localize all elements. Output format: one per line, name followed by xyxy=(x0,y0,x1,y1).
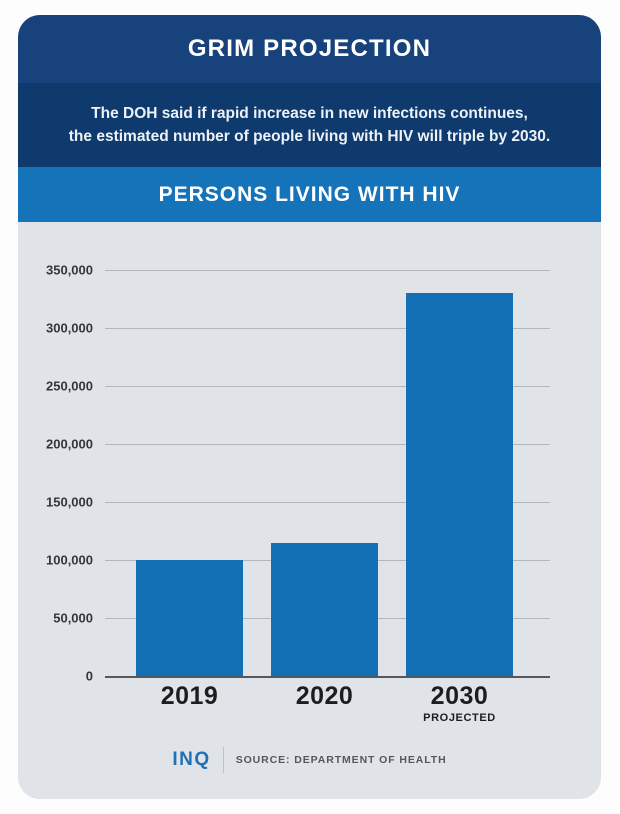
y-tick-label: 150,000 xyxy=(46,494,93,510)
bar-chart-plot: 0 50,000 100,000 150,000 200,000 250,000 300,0… xyxy=(46,263,550,724)
x-tick-year-label: 2019 xyxy=(160,682,219,710)
x-tick-sublabel: PROJECTED xyxy=(423,712,496,724)
y-tick-label: 100,000 xyxy=(46,552,93,568)
x-tick-2019: 2019 xyxy=(161,682,219,711)
gridline xyxy=(105,270,550,271)
x-tick-year-label: 2020 xyxy=(295,682,354,710)
y-tick-label: 0 xyxy=(85,668,93,684)
y-tick-label: 250,000 xyxy=(46,378,93,394)
x-tick-year-label: 2030 xyxy=(430,682,489,710)
y-tick-label: 350,000 xyxy=(46,262,93,278)
inq-logo: INQ xyxy=(172,749,211,770)
page-title: GRIM PROJECTION xyxy=(187,35,432,62)
bar-2030 xyxy=(406,293,513,676)
x-tick-2030: 2030 PROJECTED xyxy=(423,682,496,724)
gridline xyxy=(105,328,550,329)
source-attribution: SOURCE: DEPARTMENT OF HEALTH xyxy=(235,754,447,766)
x-axis-baseline xyxy=(105,676,550,678)
x-tick-2020: 2020 xyxy=(296,682,354,711)
header-band: GRIM PROJECTION xyxy=(18,15,601,83)
footer-divider xyxy=(222,747,224,773)
infographic-card: GRIM PROJECTION The DOH said if rapid in… xyxy=(18,15,601,799)
chart-title-band: PERSONS LIVING WITH HIV xyxy=(18,167,601,222)
gridline xyxy=(105,444,550,445)
subtitle-line-2: the estimated number of people living wi… xyxy=(68,128,551,145)
y-tick-label: 300,000 xyxy=(46,320,93,336)
y-tick-label: 50,000 xyxy=(53,610,93,626)
subtitle-line-1: The DOH said if rapid increase in new in… xyxy=(91,105,528,122)
bar-2019 xyxy=(136,560,243,676)
gridline xyxy=(105,502,550,503)
gridline xyxy=(105,386,550,387)
bar-2020 xyxy=(271,542,378,676)
y-tick-label: 200,000 xyxy=(46,436,93,452)
chart-area: 0 50,000 100,000 150,000 200,000 250,000 300,0… xyxy=(18,222,601,799)
chart-title: PERSONS LIVING WITH HIV xyxy=(158,182,461,206)
subtitle-band: The DOH said if rapid increase in new in… xyxy=(18,83,601,167)
footer: INQ SOURCE: DEPARTMENT OF HEALTH xyxy=(18,747,601,773)
